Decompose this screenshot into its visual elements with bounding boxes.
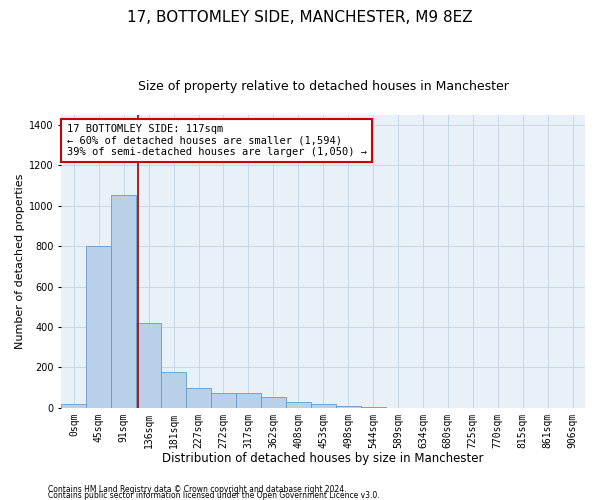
Bar — [361, 406, 386, 408]
Bar — [186, 388, 211, 407]
Text: Contains public sector information licensed under the Open Government Licence v3: Contains public sector information licen… — [48, 490, 380, 500]
Bar — [236, 392, 261, 407]
Bar — [86, 246, 111, 408]
X-axis label: Distribution of detached houses by size in Manchester: Distribution of detached houses by size … — [163, 452, 484, 465]
Bar — [161, 372, 186, 408]
Bar — [335, 406, 361, 407]
Bar — [61, 404, 86, 407]
Bar — [261, 396, 286, 407]
Bar — [136, 323, 161, 407]
Y-axis label: Number of detached properties: Number of detached properties — [15, 174, 25, 349]
Text: 17 BOTTOMLEY SIDE: 117sqm
← 60% of detached houses are smaller (1,594)
39% of se: 17 BOTTOMLEY SIDE: 117sqm ← 60% of detac… — [67, 124, 367, 157]
Text: Contains HM Land Registry data © Crown copyright and database right 2024.: Contains HM Land Registry data © Crown c… — [48, 484, 347, 494]
Bar — [211, 392, 236, 407]
Text: 17, BOTTOMLEY SIDE, MANCHESTER, M9 8EZ: 17, BOTTOMLEY SIDE, MANCHESTER, M9 8EZ — [127, 10, 473, 25]
Title: Size of property relative to detached houses in Manchester: Size of property relative to detached ho… — [138, 80, 509, 93]
Bar — [311, 404, 335, 407]
Bar — [286, 402, 311, 407]
Bar — [111, 194, 136, 408]
